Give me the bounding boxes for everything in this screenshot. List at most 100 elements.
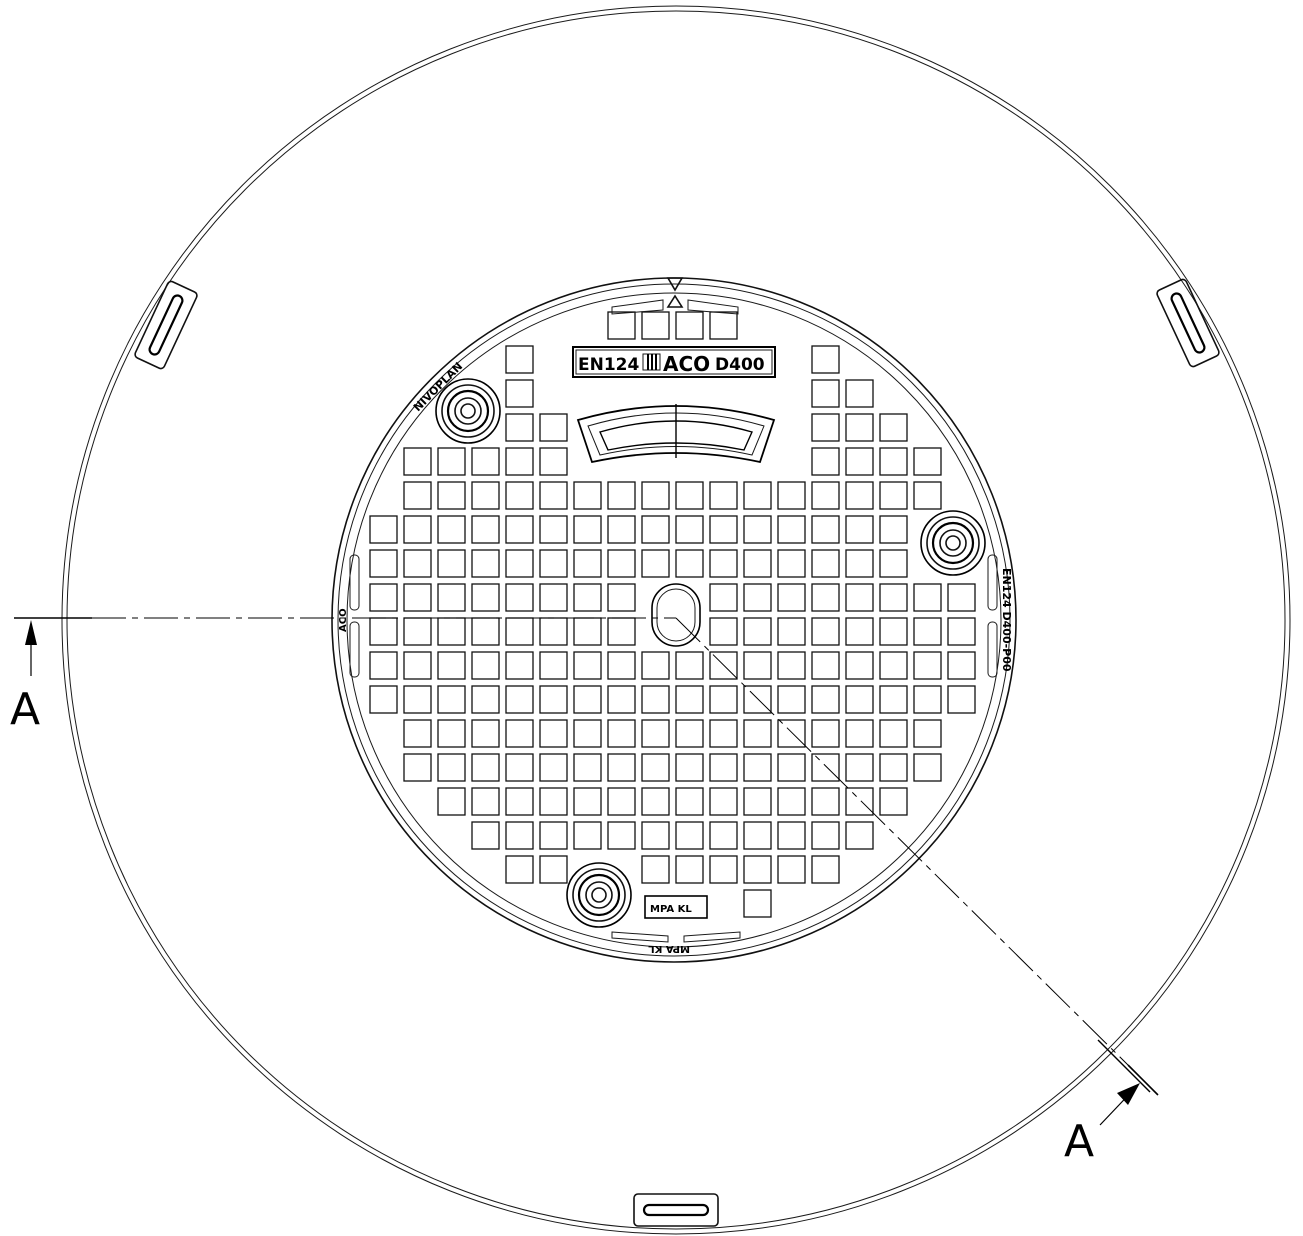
grid-cell [879,447,908,476]
grid-cell [471,447,500,476]
grid-cell [743,719,772,748]
rim-test-mark-label: MPA KL [648,943,690,954]
grid-cell [777,787,806,816]
grid-cell [539,549,568,578]
grid-cell [641,719,670,748]
grid-cell [879,685,908,714]
grid-cell [607,617,636,646]
grid-cell [777,753,806,782]
grid-cell [879,549,908,578]
grid-cell [811,753,840,782]
bolt-boss-upper-left [435,378,501,444]
grid-cell [573,583,602,612]
grid-cell [879,787,908,816]
section-arrow-right [1099,1083,1140,1126]
grid-cell [709,855,738,884]
grid-cell [743,753,772,782]
grid-cell [505,583,534,612]
rim-windows [349,554,998,943]
grid-cell [709,515,738,544]
grid-cell [777,583,806,612]
grid-cell [437,549,466,578]
grid-cell [743,685,772,714]
grid-cell [845,651,874,680]
grid-cell [811,719,840,748]
grid-cell [777,515,806,544]
grid-cell [539,753,568,782]
grid-cell [675,685,704,714]
grid-cell [573,549,602,578]
grid-cell [811,345,840,374]
grid-cell [505,447,534,476]
grid-cell [913,651,942,680]
grid-cell [879,753,908,782]
grid-cell [811,651,840,680]
grid-cell [675,821,704,850]
grid-cell [743,889,772,918]
grid-cell [879,583,908,612]
grid-cell [471,821,500,850]
grid-cell [913,617,942,646]
test-mark-plate: MPA KL [644,895,708,919]
grid-cell [539,515,568,544]
grid-cell [607,515,636,544]
load-class-label: D400 [715,355,765,375]
grid-cell [709,311,738,340]
grid-cell [573,685,602,714]
grid-cell [471,787,500,816]
grid-cell [437,787,466,816]
grid-cell [879,617,908,646]
bolt-boss-bottom [566,862,632,928]
grid-cell [539,583,568,612]
grid-cell [471,549,500,578]
grid-cell [811,583,840,612]
grid-cell [675,549,704,578]
grid-cell [947,651,976,680]
grid-cell [879,719,908,748]
grid-cell [947,617,976,646]
grid-cell [709,753,738,782]
grid-cell [607,685,636,714]
grid-cell [607,481,636,510]
bolt-boss-right [920,510,986,576]
grid-cell [709,549,738,578]
section-label-left: A [10,684,40,735]
grid-cell [777,481,806,510]
grid-cell [641,549,670,578]
grid-cell [913,583,942,612]
grid-cell [437,447,466,476]
grid-cell [471,651,500,680]
grid-cell [505,379,534,408]
section-label-right: A [1064,1116,1094,1167]
outer-frame [61,5,1291,1235]
grid-cell [403,651,432,680]
grid-cell [879,651,908,680]
grid-cell [471,583,500,612]
grid-cell [437,617,466,646]
grid-cell [573,651,602,680]
grid-cell [403,515,432,544]
grid-cell [845,515,874,544]
orientation-marker [611,277,739,315]
grid-cell [437,481,466,510]
grid-cell [743,787,772,816]
grid-cell [743,583,772,612]
grid-cell [845,447,874,476]
grid-cell [505,719,534,748]
grid-cell [607,821,636,850]
grid-cell [403,447,432,476]
grid-cell [811,617,840,646]
grid-cell [845,379,874,408]
rim-brand-label: ACO [338,608,349,632]
grid-cell [845,753,874,782]
grid-cell [845,549,874,578]
grid-cell [811,413,840,442]
grid-cell [437,515,466,544]
grid-cell [777,651,806,680]
grid-cell [777,821,806,850]
grid-cell [539,481,568,510]
grid-cell [573,753,602,782]
grid-cell [845,583,874,612]
grid-cell [505,515,534,544]
